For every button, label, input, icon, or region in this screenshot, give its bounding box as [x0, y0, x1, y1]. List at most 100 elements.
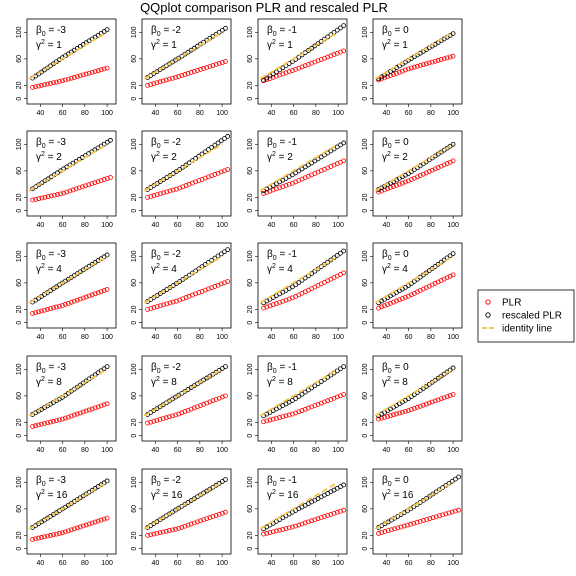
x-tick-label: 60	[405, 222, 413, 229]
x-tick-label: 80	[196, 110, 204, 117]
x-tick-label: 80	[312, 447, 320, 454]
y-tick-label: 100	[16, 138, 23, 150]
y-tick-label: 60	[16, 55, 23, 63]
x-tick-label: 100	[216, 560, 228, 567]
x-tick-label: 60	[174, 334, 182, 341]
qq-panel: 40 60 80 10002060100 β0 = -2γ2 = 1	[131, 19, 231, 117]
x-tick-label: 100	[216, 110, 228, 117]
legend-label: PLR	[502, 298, 521, 309]
y-tick-label: 100	[16, 26, 23, 38]
x-tick-label: 100	[101, 560, 113, 567]
x-tick-label: 100	[447, 334, 459, 341]
y-tick-label: 20	[362, 193, 369, 201]
y-tick-label: 0	[16, 321, 23, 325]
y-tick-label: 20	[16, 305, 23, 313]
y-tick-label: 60	[362, 505, 369, 513]
x-tick-label: 60	[59, 560, 67, 567]
x-tick-label: 40	[267, 560, 275, 567]
x-tick-label: 80	[427, 110, 435, 117]
figure-title: QQplot comparison PLR and rescaled PLR	[140, 0, 388, 15]
y-tick-label: 0	[362, 434, 369, 438]
x-tick-label: 80	[81, 334, 89, 341]
beta-annotation: β0 = -3	[36, 362, 66, 375]
y-tick-label: 20	[16, 81, 23, 89]
rescaled-plr-point	[223, 26, 227, 30]
x-tick-label: 40	[382, 560, 390, 567]
qq-panel: 40 60 80 10002060100 β0 = -3γ2 = 16	[16, 469, 116, 567]
legend-label: identity line	[502, 324, 552, 335]
x-tick-label: 100	[332, 222, 344, 229]
x-tick-label: 40	[151, 334, 159, 341]
x-tick-label: 100	[447, 222, 459, 229]
beta-annotation: β0 = 0	[382, 362, 409, 375]
gamma-annotation: γ2 = 16	[36, 489, 68, 501]
rescaled-plr-point	[451, 252, 455, 256]
x-tick-label: 100	[216, 334, 228, 341]
y-tick-label: 60	[131, 167, 138, 175]
y-tick-label: 0	[362, 209, 369, 213]
y-tick-label: 100	[131, 250, 138, 262]
qq-panel: 40 60 80 10002060100 β0 = -2γ2 = 2	[131, 131, 231, 229]
y-tick-label: 100	[16, 250, 23, 262]
y-tick-label: 100	[247, 138, 254, 150]
gamma-annotation: γ2 = 2	[267, 151, 293, 163]
y-tick-label: 0	[247, 547, 254, 551]
rescaled-plr-point	[226, 248, 230, 252]
y-tick-label: 20	[362, 81, 369, 89]
beta-annotation: β0 = -3	[36, 249, 66, 262]
y-tick-label: 0	[16, 547, 23, 551]
y-tick-label: 20	[131, 418, 138, 426]
beta-annotation: β0 = -2	[151, 362, 181, 375]
y-tick-label: 0	[362, 321, 369, 325]
y-tick-label: 0	[247, 209, 254, 213]
qq-panel: 40 60 80 100 0 20 60 100 β0 = -3γ2 = 1	[16, 19, 116, 117]
y-tick-label: 20	[247, 531, 254, 539]
x-tick-label: 60	[174, 560, 182, 567]
y-tick-label: 100	[131, 363, 138, 375]
x-tick-label: 40	[151, 560, 159, 567]
x-tick-label: 100	[101, 334, 113, 341]
y-tick-label: 60	[16, 505, 23, 513]
x-tick-label: 40	[36, 447, 44, 454]
x-tick-label: 100	[447, 447, 459, 454]
y-tick-label: 100	[362, 138, 369, 150]
qq-panel: 40 60 80 10002060100 β0 = 0γ2 = 4	[362, 243, 462, 341]
x-tick-label: 80	[196, 334, 204, 341]
gamma-annotation: γ2 = 1	[267, 39, 293, 51]
gamma-annotation: γ2 = 2	[151, 151, 177, 163]
y-tick-label: 60	[247, 279, 254, 287]
x-tick-label: 60	[174, 222, 182, 229]
y-tick-label: 20	[16, 193, 23, 201]
gamma-annotation: γ2 = 8	[267, 376, 293, 388]
beta-annotation: β0 = -3	[36, 25, 66, 38]
beta-annotation: β0 = -1	[267, 249, 297, 262]
beta-annotation: β0 = -2	[151, 475, 181, 488]
x-tick-label: 80	[427, 447, 435, 454]
x-tick-label: 60	[59, 222, 67, 229]
beta-annotation: β0 = -1	[267, 25, 297, 38]
x-tick-label: 40	[36, 560, 44, 567]
x-tick-label: 80	[81, 447, 89, 454]
y-tick-label: 20	[247, 81, 254, 89]
beta-annotation: β0 = -1	[267, 362, 297, 375]
x-tick-label: 80	[81, 560, 89, 567]
x-tick-label: 60	[59, 334, 67, 341]
x-tick-label: 60	[290, 447, 298, 454]
qq-panel: 40 60 80 10002060100 β0 = 0γ2 = 16	[362, 469, 462, 567]
x-tick-label: 80	[312, 110, 320, 117]
x-tick-label: 100	[332, 334, 344, 341]
qq-panel: 40 60 80 10002060100 β0 = 0γ2 = 8	[362, 356, 462, 454]
rescaled-plr-point	[105, 28, 109, 32]
qq-panel: 40 60 80 100 0 20 60 100 β0 = -3γ2 = 2	[16, 131, 116, 229]
y-tick-label: 60	[16, 392, 23, 400]
y-tick-label: 100	[247, 363, 254, 375]
rescaled-plr-point	[223, 365, 227, 369]
x-tick-label: 40	[382, 222, 390, 229]
rescaled-plr-point	[105, 365, 109, 369]
x-tick-label: 40	[36, 334, 44, 341]
gamma-annotation: γ2 = 8	[382, 376, 408, 388]
x-tick-label: 40	[36, 110, 44, 117]
rescaled-plr-point	[457, 475, 461, 479]
legend: PLRrescaled PLRidentity line	[478, 290, 574, 342]
